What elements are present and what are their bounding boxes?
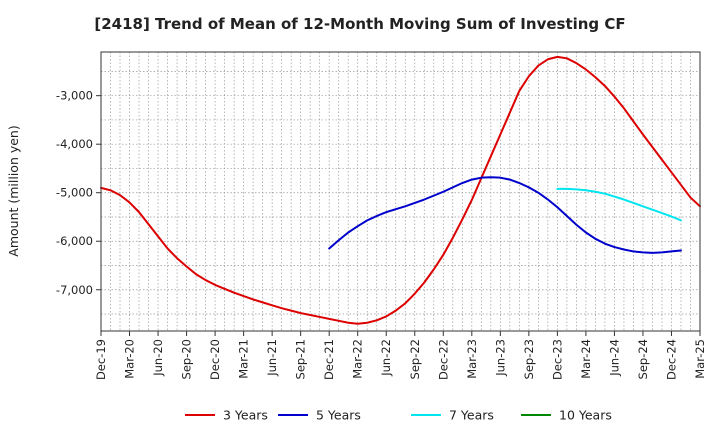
series-line-7-years <box>556 187 682 222</box>
x-tick-label: Sep-22 <box>408 339 422 379</box>
x-tick-label: Jun-21 <box>265 339 279 377</box>
x-tick-label: Mar-22 <box>351 339 365 379</box>
y-tick-label: -7,000 <box>56 283 93 297</box>
chart-title: [2418] Trend of Mean of 12-Month Moving … <box>94 15 625 33</box>
series-layer <box>100 55 701 325</box>
series-line-3-years <box>100 55 701 325</box>
grid <box>100 52 701 331</box>
x-tick-label: Sep-23 <box>522 339 536 379</box>
x-tick-label: Jun-20 <box>151 339 165 377</box>
y-tick-label: -4,000 <box>56 137 93 151</box>
x-tick-label: Sep-24 <box>636 339 650 379</box>
y-axis: -3,000 -4,000 -5,000 -6,000 -7,000 <box>56 89 101 297</box>
x-tick-label: Jun-24 <box>607 339 621 377</box>
x-tick-label: Mar-23 <box>465 339 479 379</box>
x-tick-label: Dec-21 <box>322 339 336 380</box>
x-tick-label: Dec-24 <box>664 339 678 380</box>
x-axis: Dec-19 Mar-20 Jun-20 Sep-20 Dec-20 Mar-21 Jun-… <box>94 331 707 380</box>
x-tick-label: Dec-22 <box>436 339 450 380</box>
x-tick-label: Sep-20 <box>180 339 194 379</box>
x-tick-label: Mar-25 <box>693 339 707 379</box>
x-tick-label: Mar-24 <box>579 339 593 379</box>
x-tick-label: Dec-19 <box>94 339 108 380</box>
series-line-5-years <box>328 176 682 254</box>
legend-label-7-years: 7 Years <box>449 408 494 423</box>
legend: 3 Years 5 Years 7 Years 10 Years <box>185 408 612 423</box>
x-tick-label: Dec-20 <box>208 339 222 380</box>
x-tick-label: Mar-20 <box>123 339 137 379</box>
x-tick-label: Jun-22 <box>379 339 393 377</box>
legend-label-3-years: 3 Years <box>223 408 268 423</box>
x-tick-label: Jun-23 <box>493 339 507 377</box>
y-axis-label: Amount (million yen) <box>6 125 21 256</box>
y-tick-label: -3,000 <box>56 89 93 103</box>
y-tick-label: -6,000 <box>56 234 93 248</box>
plot-frame <box>100 51 701 332</box>
legend-label-5-years: 5 Years <box>316 408 361 423</box>
y-tick-label: -5,000 <box>56 186 93 200</box>
legend-label-10-years: 10 Years <box>559 408 612 423</box>
x-tick-label: Sep-21 <box>294 339 308 379</box>
x-tick-label: Dec-23 <box>550 339 564 380</box>
x-tick-label: Mar-21 <box>237 339 251 379</box>
